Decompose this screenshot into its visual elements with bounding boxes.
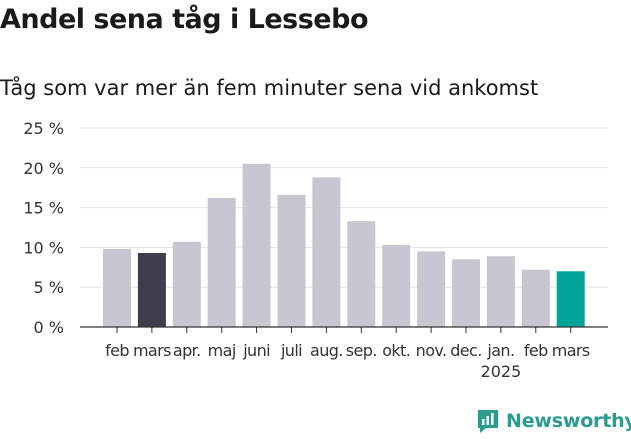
x-tick-label: nov. (416, 341, 447, 360)
bar (312, 177, 341, 327)
bar (242, 163, 271, 327)
newsworthy-logo-icon (478, 410, 498, 433)
x-tick-label: mars (552, 341, 590, 360)
x-tick-label: apr. (173, 341, 201, 360)
x-tick-label: juli (280, 341, 302, 360)
bar (207, 198, 236, 327)
x-tick-label: aug. (310, 341, 343, 360)
chart-title: Andel sena tåg i Lessebo (0, 4, 369, 35)
x-tick-label: maj (208, 341, 236, 360)
bar-chart: 0 %5 %10 %15 %20 %25 %feb mars apr. maj juni… (23, 119, 608, 381)
x-year-label: 2025 (481, 362, 522, 381)
bar (382, 245, 411, 327)
x-tick-label: feb (105, 341, 129, 360)
y-tick-label: 0 % (34, 318, 64, 337)
bar (277, 194, 306, 327)
bar (486, 256, 515, 327)
bar (417, 251, 446, 327)
bar (452, 259, 480, 327)
y-tick-label: 15 % (23, 199, 64, 218)
y-tick-label: 20 % (23, 159, 64, 178)
x-tick-label: mars (133, 341, 171, 360)
newsworthy-logo: Newsworthy (476, 408, 631, 434)
bar (137, 252, 166, 327)
bar (172, 241, 201, 327)
bar (521, 269, 550, 327)
y-tick-label: 25 % (23, 119, 64, 138)
bar (347, 221, 376, 327)
x-tick-label: sep. (346, 341, 377, 360)
y-tick-label: 10 % (23, 238, 64, 257)
bar (556, 271, 585, 327)
y-tick-label: 5 % (34, 278, 64, 297)
brand-name: Newsworthy (506, 410, 631, 432)
x-tick-label: feb (524, 341, 548, 360)
x-tick-label: jan. (486, 341, 514, 360)
x-tick-label: juni (242, 341, 270, 360)
x-tick-label: dec. (450, 341, 481, 360)
bar (103, 248, 131, 327)
x-tick-label: okt. (382, 341, 410, 360)
chart-subtitle: Tåg som var mer än fem minuter sena vid … (0, 76, 539, 100)
